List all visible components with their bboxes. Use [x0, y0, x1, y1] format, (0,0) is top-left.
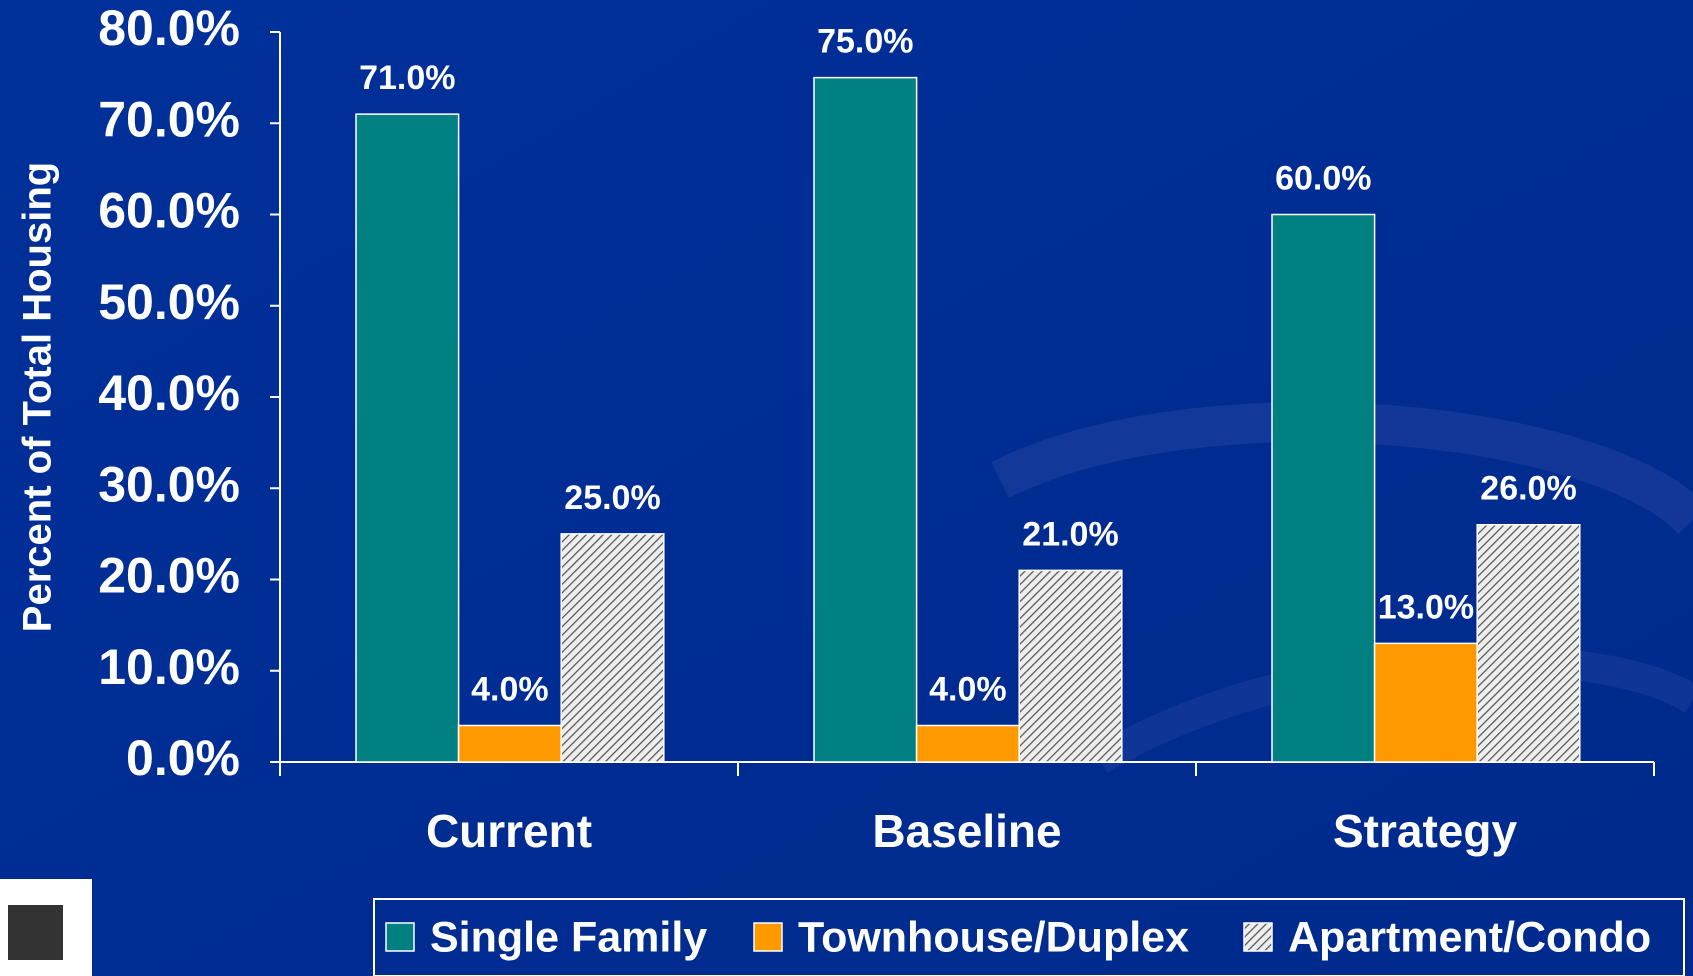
bar: [355, 113, 460, 763]
bar: [1271, 213, 1376, 763]
data-label: 75.0%: [817, 23, 913, 61]
x-tick-label: Baseline: [872, 805, 1061, 857]
data-label: 13.0%: [1378, 588, 1474, 626]
data-label: 25.0%: [564, 479, 660, 517]
y-tick-label: 30.0%: [98, 456, 240, 512]
data-label: 21.0%: [1022, 515, 1118, 553]
bar: [1018, 569, 1123, 763]
legend-label: Apartment/Condo: [1288, 913, 1651, 961]
legend-swatch: [1243, 922, 1273, 952]
legend-swatch: [385, 922, 415, 952]
legend-swatch: [753, 922, 783, 952]
bar: [915, 724, 1020, 763]
x-tick-label: Current: [426, 805, 592, 857]
y-tick-label: 80.0%: [98, 0, 240, 56]
bar: [1476, 524, 1581, 763]
legend-label: Townhouse/Duplex: [798, 913, 1189, 961]
data-label: 4.0%: [929, 670, 1007, 708]
data-label: 71.0%: [359, 59, 455, 97]
bar: [457, 724, 562, 763]
legend-label: Single Family: [430, 913, 707, 961]
y-tick-label: 20.0%: [98, 548, 240, 604]
y-tick-label: 70.0%: [98, 91, 240, 147]
bar: [560, 533, 665, 763]
data-label: 60.0%: [1275, 159, 1371, 197]
legend-box: [373, 898, 1685, 976]
background-swirl: [991, 402, 1693, 535]
bar: [1373, 642, 1478, 763]
bar: [813, 76, 918, 763]
y-tick-label: 40.0%: [98, 365, 240, 421]
y-tick-label: 60.0%: [98, 183, 240, 239]
data-label: 4.0%: [471, 670, 549, 708]
x-tick-label: Strategy: [1333, 805, 1517, 857]
y-tick-label: 10.0%: [98, 639, 240, 695]
y-tick-label: 0.0%: [126, 730, 240, 786]
y-tick-label: 50.0%: [98, 274, 240, 330]
data-label: 26.0%: [1480, 470, 1576, 508]
logo-icon: [8, 905, 63, 960]
y-axis-label: Percent of Total Housing: [16, 162, 60, 632]
